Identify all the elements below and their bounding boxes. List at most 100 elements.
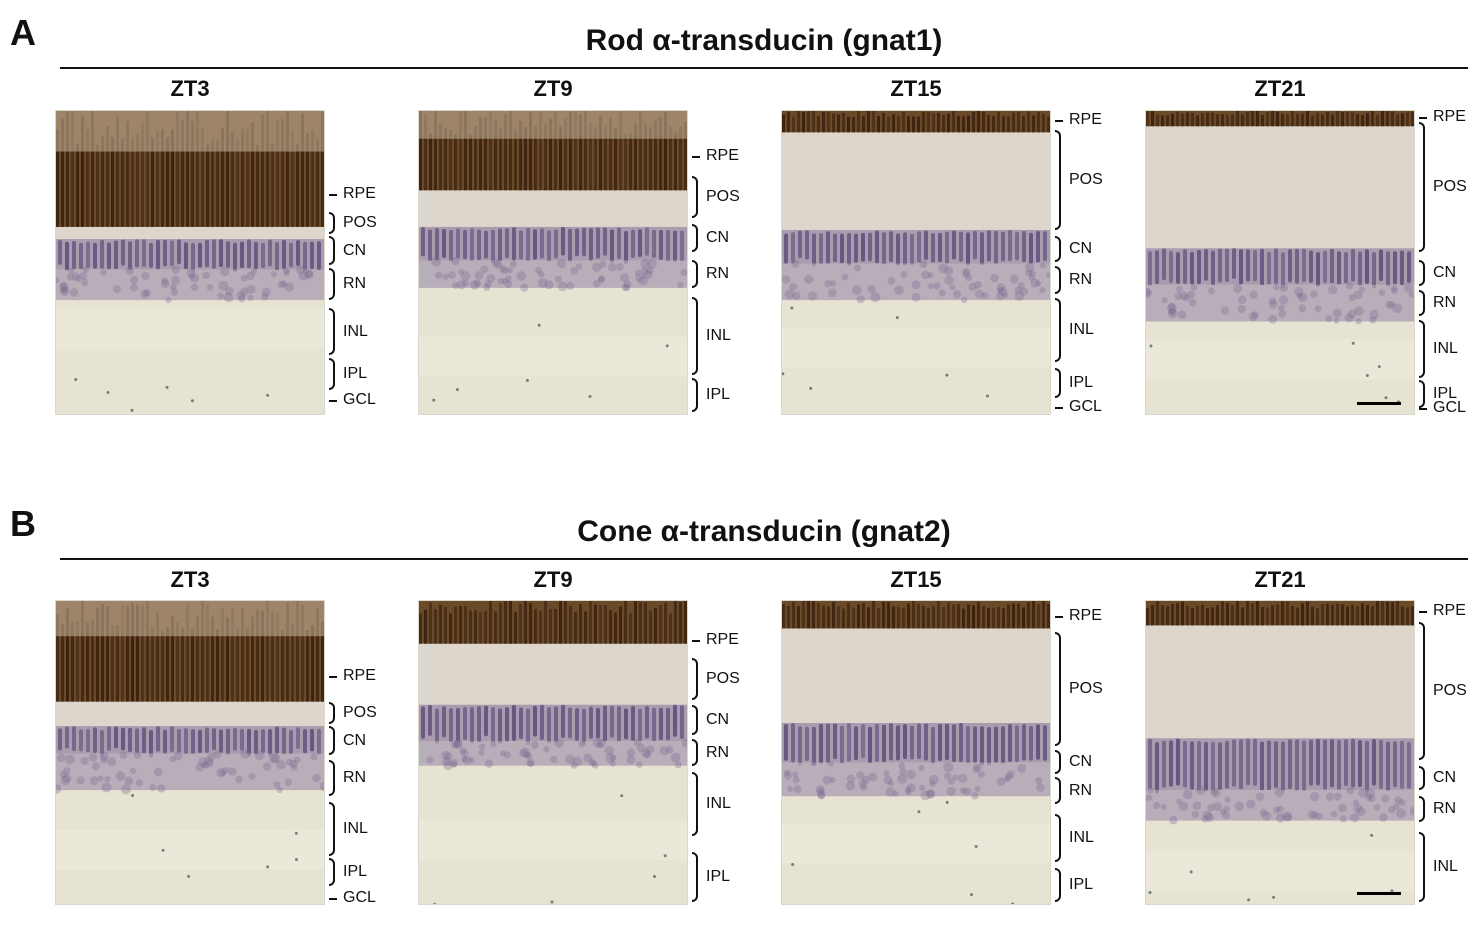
layer-label-rn: RN xyxy=(1433,294,1457,311)
layer-label-inl: INL xyxy=(343,322,368,340)
layer-bracket xyxy=(1419,260,1425,286)
layer-bracket xyxy=(329,802,335,856)
layer-label-pos: POS xyxy=(706,670,740,687)
layer-label-ipl: IPL xyxy=(343,863,368,880)
layer-label-rpe: RPE xyxy=(343,185,376,202)
retina-micrograph xyxy=(418,110,688,415)
layer-bracket xyxy=(329,726,335,755)
layer-label-cn: CN xyxy=(1433,264,1457,281)
panel-letter: A xyxy=(10,12,36,53)
layer-label-ipl: IPL xyxy=(1433,385,1458,402)
layer-label-inl: INL xyxy=(1069,829,1094,846)
layer-label-rn: RN xyxy=(706,743,730,761)
timepoint-label: ZT9 xyxy=(533,567,573,592)
layer-bracket xyxy=(1055,777,1061,804)
layer-label-cn: CN xyxy=(1433,769,1457,786)
layer-label-inl: INL xyxy=(1069,321,1094,338)
panel-b: B Cone α-transducin (gnat2) xyxy=(10,503,1468,560)
layer-label-rpe: RPE xyxy=(706,631,739,648)
layer-tick xyxy=(692,640,700,642)
layer-bracket xyxy=(329,858,335,886)
layer-label-rpe: RPE xyxy=(1069,607,1102,624)
layer-bracket xyxy=(329,268,335,300)
layer-label-pos: POS xyxy=(343,214,377,231)
layer-bracket xyxy=(692,705,698,735)
layer-label-gcl: GCL xyxy=(343,889,376,906)
layer-label-rn: RN xyxy=(706,265,730,282)
retina-micrograph xyxy=(1145,600,1415,905)
layer-bracket xyxy=(692,658,698,700)
layer-tick xyxy=(1419,117,1427,119)
layer-label-cn: CN xyxy=(343,241,367,259)
layer-bracket xyxy=(692,224,698,252)
layer-label-rn: RN xyxy=(343,769,367,786)
layer-bracket xyxy=(692,378,698,412)
panel-a: A Rod α-transducin (gnat1) xyxy=(10,12,1468,69)
layer-tick xyxy=(1419,611,1427,613)
layer-bracket xyxy=(1055,368,1061,398)
layer-bracket xyxy=(329,212,335,234)
layer-label-pos: POS xyxy=(1069,171,1103,188)
layer-bracket xyxy=(1419,122,1425,252)
layer-bracket xyxy=(692,739,698,766)
layer-bracket xyxy=(329,358,335,390)
layer-bracket xyxy=(692,176,698,218)
layer-label-gcl: GCL xyxy=(1433,399,1466,416)
layer-tick xyxy=(692,156,700,158)
layer-tick xyxy=(329,400,337,402)
layer-tick xyxy=(329,898,337,900)
layer-label-rn: RN xyxy=(1433,800,1457,817)
layer-tick xyxy=(1055,120,1063,122)
layer-tick xyxy=(1055,616,1063,618)
layer-label-rn: RN xyxy=(343,275,367,292)
layer-label-inl: INL xyxy=(706,795,731,812)
layer-label-cn: CN xyxy=(706,229,730,246)
timepoint-label: ZT21 xyxy=(1254,76,1306,101)
layer-label-ipl: IPL xyxy=(706,868,731,885)
timepoint-label: ZT15 xyxy=(890,76,942,101)
panel-letter: B xyxy=(10,503,36,544)
layer-label-inl: INL xyxy=(343,820,368,837)
layer-tick xyxy=(1419,408,1427,410)
layer-label-cn: CN xyxy=(706,711,730,728)
layer-label-rpe: RPE xyxy=(706,147,739,164)
scale-bar xyxy=(1357,892,1401,895)
layer-label-ipl: IPL xyxy=(1069,374,1094,391)
layer-tick xyxy=(1055,407,1063,409)
retina-micrograph xyxy=(55,110,325,415)
layer-label-inl: INL xyxy=(1433,340,1458,357)
timepoint-label: ZT15 xyxy=(890,567,942,592)
layer-label-ipl: IPL xyxy=(1069,876,1094,893)
layer-tick xyxy=(329,676,337,678)
layer-bracket xyxy=(1419,320,1425,378)
layer-label-cn: CN xyxy=(343,731,367,749)
layer-bracket xyxy=(329,236,335,265)
layer-bracket xyxy=(1419,622,1425,760)
retina-micrograph xyxy=(418,600,688,905)
layer-label-inl: INL xyxy=(1433,858,1458,875)
scale-bar xyxy=(1357,402,1401,405)
timepoint-label: ZT3 xyxy=(170,567,210,592)
layer-bracket xyxy=(692,772,698,836)
layer-label-ipl: IPL xyxy=(343,365,368,382)
layer-label-pos: POS xyxy=(1433,682,1467,699)
layer-label-rpe: RPE xyxy=(1069,111,1102,128)
layer-bracket xyxy=(1055,750,1061,774)
retina-micrograph xyxy=(781,110,1051,415)
layer-bracket xyxy=(692,297,698,375)
layer-bracket xyxy=(1055,632,1061,746)
layer-label-pos: POS xyxy=(343,704,377,721)
layer-label-rpe: RPE xyxy=(1433,602,1466,619)
retina-micrograph xyxy=(1145,110,1415,415)
retina-micrograph xyxy=(781,600,1051,905)
layer-bracket xyxy=(329,760,335,796)
panel-title: Cone α-transducin (gnat2) xyxy=(577,515,951,548)
layer-label-gcl: GCL xyxy=(343,391,376,408)
layer-bracket xyxy=(692,260,698,288)
layer-bracket xyxy=(1055,298,1061,362)
timepoint-label: ZT21 xyxy=(1254,567,1306,592)
layer-bracket xyxy=(1055,814,1061,862)
timepoint-label: ZT3 xyxy=(170,76,210,101)
layer-label-pos: POS xyxy=(706,188,740,205)
layer-label-pos: POS xyxy=(1433,178,1467,195)
